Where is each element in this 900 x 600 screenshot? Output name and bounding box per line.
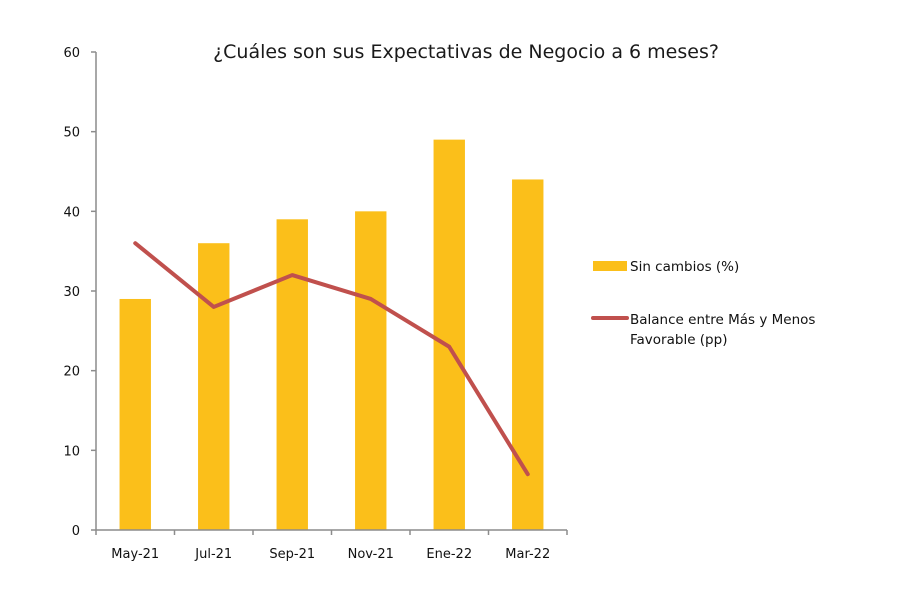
y-tick-label: 60: [63, 46, 80, 61]
y-tick-label: 20: [63, 365, 80, 380]
x-tick-label: Ene-22: [426, 547, 472, 562]
y-tick-label: 40: [63, 205, 80, 220]
y-tick-label: 0: [72, 524, 80, 539]
bar-nov-21: [355, 211, 387, 531]
line-series: [133, 241, 530, 477]
chart-title: ¿Cuáles son sus Expectativas de Negocio …: [213, 41, 719, 63]
x-tick-label: Mar-22: [505, 547, 550, 562]
legend-swatch-bar: [593, 261, 627, 271]
x-tick-label: Jul-21: [194, 547, 232, 562]
bar-mar-22: [512, 179, 544, 530]
bar-series: [119, 139, 544, 531]
x-tick-label: Nov-21: [348, 547, 394, 562]
legend-label-line-2: Favorable (pp): [630, 332, 727, 348]
line-path: [133, 241, 530, 477]
legend: Sin cambios (%) Balance entre Más y Meno…: [591, 259, 815, 348]
legend-label-bar: Sin cambios (%): [630, 259, 739, 275]
bar-jul-21: [198, 243, 230, 530]
bar-ene-22: [433, 139, 465, 530]
y-tick-label: 10: [63, 444, 80, 459]
legend-label-line-1: Balance entre Más y Menos: [630, 312, 815, 328]
x-tick-label: Sep-21: [269, 547, 315, 562]
y-tick-label: 30: [63, 285, 80, 300]
y-tick-label: 50: [63, 126, 80, 141]
x-tick-label: May-21: [111, 547, 159, 562]
axes: 0 10 20 30 40 50 60 May-21 Jul-21 Sep-21 Nov-21 Ene…: [63, 46, 568, 562]
bar-sep-21: [276, 219, 308, 531]
bar-may-21: [119, 298, 151, 530]
